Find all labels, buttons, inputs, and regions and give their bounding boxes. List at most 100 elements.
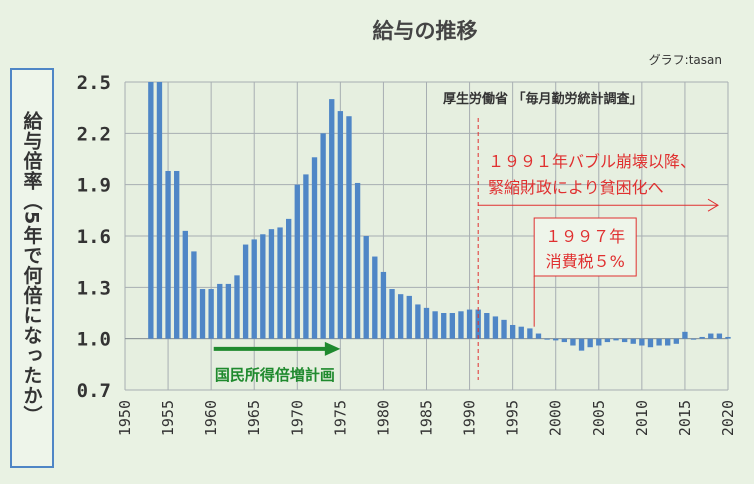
bar (604, 338, 611, 343)
bar (294, 184, 300, 339)
tax-callout-box (533, 217, 637, 277)
bar (484, 313, 490, 339)
x-tick-label: 2020 (719, 400, 737, 436)
bubble-note-line2: 緊縮財政により貧困化へ (488, 178, 664, 197)
bar (242, 244, 249, 339)
bar (337, 111, 344, 339)
bar (561, 338, 567, 343)
bar (286, 218, 292, 339)
x-tick-label: 2015 (676, 400, 694, 436)
bar (527, 328, 533, 339)
bar (544, 338, 550, 340)
bar (682, 331, 688, 339)
bar (320, 133, 326, 339)
bar (690, 338, 697, 340)
bar (148, 82, 154, 339)
y-tick-label: 2.5 (77, 72, 111, 94)
bar (535, 333, 542, 339)
bar (363, 236, 369, 339)
bar (665, 338, 671, 346)
bar (432, 311, 438, 339)
x-tick-label: 1995 (504, 400, 522, 436)
bubble-arrow-head (707, 198, 719, 212)
bar (165, 170, 171, 339)
bar (466, 309, 473, 339)
bar (389, 289, 395, 339)
bar (716, 333, 723, 339)
bar (518, 326, 524, 339)
bar (199, 289, 206, 339)
x-tick-label: 1985 (418, 400, 436, 436)
x-tick-label: 2005 (590, 400, 608, 436)
chart-credit: グラフ:tasan (649, 53, 722, 67)
bar (380, 271, 387, 339)
x-tick-label: 1980 (374, 400, 392, 436)
y-axis-label: 給与倍率（5年で何倍になったか） (20, 110, 43, 426)
bar (630, 338, 636, 344)
bar (372, 256, 378, 339)
bar (725, 336, 731, 339)
bar (449, 313, 456, 339)
bar (708, 333, 714, 339)
bar (415, 304, 421, 339)
bar (234, 275, 240, 339)
bar (208, 289, 214, 339)
source-label: 厚生労働省 「毎月勤労統計調査」 (443, 91, 643, 107)
bar (699, 336, 705, 339)
chart-title: 給与の推移 (373, 19, 478, 43)
bar (639, 338, 645, 346)
plan-arrow-head (324, 341, 341, 356)
bar (191, 251, 197, 339)
y-tick-label: 1.9 (77, 175, 111, 197)
bar (596, 338, 602, 346)
bar (251, 239, 257, 339)
bar (492, 316, 499, 339)
x-tick-label: 1950 (116, 400, 134, 436)
y-tick-label: 1.0 (77, 329, 111, 351)
bar (587, 338, 593, 348)
bar (182, 230, 188, 339)
bar (329, 99, 335, 339)
bar (441, 313, 447, 339)
bar (621, 338, 628, 343)
x-tick-label: 1975 (331, 400, 349, 436)
x-tick-label: 1965 (245, 400, 263, 436)
y-axis-label-box: 給与倍率（5年で何倍になったか） (10, 68, 54, 468)
bar (277, 227, 283, 339)
bar (578, 338, 585, 351)
y-tick-label: 1.3 (77, 277, 111, 299)
bar (217, 283, 223, 339)
x-tick-label: 2000 (547, 400, 565, 436)
bar (423, 307, 430, 339)
x-tick-label: 1960 (202, 400, 220, 436)
bar (647, 338, 654, 348)
tax-note-line2: 消費税５% (546, 252, 625, 271)
tax-note-line1: １９９７年 (545, 227, 625, 246)
y-tick-label: 1.6 (77, 226, 111, 248)
bar (501, 319, 507, 339)
bar (613, 338, 619, 341)
x-tick-label: 1990 (461, 400, 479, 436)
y-tick-label: 0.7 (77, 380, 111, 402)
bar (354, 182, 361, 339)
bar (553, 338, 559, 341)
x-tick-label: 1970 (288, 400, 306, 436)
bar (303, 174, 309, 339)
bar (509, 324, 516, 339)
y-tick-label: 2.2 (77, 123, 111, 145)
bar (225, 283, 232, 339)
bar (268, 229, 275, 339)
bar (397, 294, 404, 339)
bar (406, 295, 412, 339)
bar (260, 234, 266, 339)
plan-label: 国民所得倍増計画 (215, 366, 335, 384)
bar (156, 82, 163, 339)
bar (174, 170, 180, 339)
bar (346, 116, 352, 339)
bar (570, 338, 576, 346)
bar (673, 338, 679, 344)
x-tick-label: 1955 (159, 400, 177, 436)
x-tick-label: 2010 (633, 400, 651, 436)
bar (311, 157, 318, 339)
